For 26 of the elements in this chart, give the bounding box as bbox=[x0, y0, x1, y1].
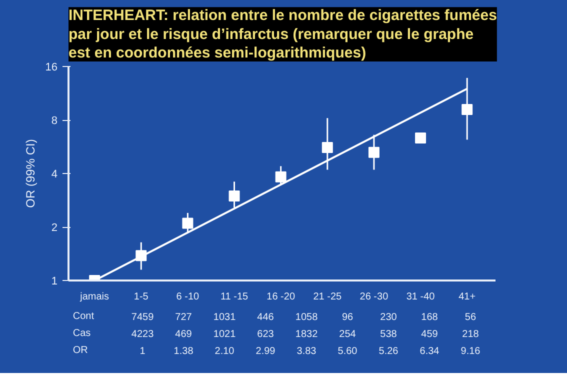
text: Cas 4223 469 1021 623 1832 254 538 459 218 bbox=[72, 328, 479, 340]
x-tick-label: 41+ bbox=[458, 292, 476, 302]
x-tick-label: 11 -15 bbox=[220, 292, 249, 302]
x-tick-label: 6 -10 bbox=[176, 292, 200, 302]
point bbox=[368, 146, 380, 158]
y-axis-title: OR (99% CI) bbox=[23, 139, 38, 208]
x-tick-label: 21 -25 bbox=[313, 292, 342, 302]
x-tick-label: 31 -40 bbox=[406, 292, 436, 302]
point bbox=[322, 142, 333, 154]
point bbox=[462, 104, 473, 116]
point bbox=[415, 132, 426, 144]
text: OR 1 1.38 2.10 2.99 3.83 5.60 5.26 6.34 9.16 bbox=[72, 344, 480, 357]
point bbox=[275, 171, 286, 182]
x-tick-label: jamais bbox=[79, 292, 110, 302]
x-tick-label: 1-5 bbox=[134, 292, 149, 302]
x-tick-label: 26 -30 bbox=[360, 292, 389, 302]
point bbox=[228, 190, 240, 202]
y-tick-label: 1 bbox=[51, 276, 58, 288]
text: Cont 7459 727 1031 446 1058 96 230 168 56 bbox=[72, 311, 476, 324]
y-tick-label: 16 bbox=[45, 62, 58, 74]
chart-title: INTERHEART: relation entre le nombre de cigarettes fumées par jour et le risque d’infarctus (remarquer que le graphe est en coordonnées semi-logarithmiques) bbox=[68, 7, 497, 62]
y-tick-label: 4 bbox=[51, 168, 58, 180]
x-tick-label: 16 -20 bbox=[266, 292, 296, 302]
y-tick-label: 2 bbox=[51, 222, 58, 234]
point bbox=[182, 218, 194, 229]
y-tick-label: 8 bbox=[51, 115, 58, 127]
